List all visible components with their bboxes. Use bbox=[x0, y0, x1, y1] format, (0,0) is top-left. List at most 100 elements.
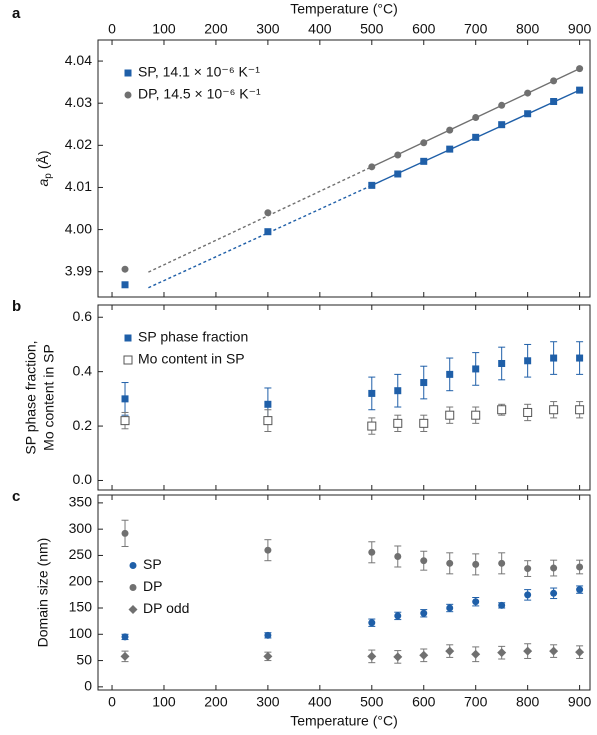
marker bbox=[121, 529, 129, 537]
marker bbox=[524, 89, 532, 97]
marker bbox=[524, 357, 532, 365]
marker bbox=[394, 151, 402, 159]
legend-label: DP bbox=[143, 578, 162, 594]
x-tick-label: 600 bbox=[412, 21, 436, 37]
y-tick-label: 4.02 bbox=[65, 136, 92, 152]
marker bbox=[445, 410, 455, 420]
marker bbox=[575, 405, 585, 415]
marker bbox=[264, 546, 272, 554]
marker bbox=[420, 609, 428, 617]
y-tick-label: 100 bbox=[69, 625, 93, 641]
marker bbox=[368, 163, 376, 171]
marker bbox=[445, 646, 455, 656]
marker bbox=[394, 612, 402, 620]
marker bbox=[120, 651, 130, 661]
legend-label: SP bbox=[143, 556, 162, 572]
marker bbox=[576, 354, 584, 362]
marker bbox=[471, 410, 481, 420]
marker bbox=[523, 407, 533, 417]
marker bbox=[524, 591, 532, 599]
marker bbox=[576, 86, 584, 94]
marker bbox=[576, 586, 584, 594]
marker bbox=[550, 77, 558, 85]
x-tick-label: 900 bbox=[568, 694, 592, 710]
marker bbox=[420, 139, 428, 147]
y-tick-label: 0.0 bbox=[73, 471, 93, 487]
x-tick-label: 500 bbox=[360, 694, 384, 710]
x-tick-label: 400 bbox=[308, 694, 332, 710]
marker bbox=[420, 379, 428, 387]
marker bbox=[472, 133, 480, 141]
marker bbox=[368, 389, 376, 397]
marker bbox=[394, 387, 402, 395]
x-tick-label: 600 bbox=[412, 694, 436, 710]
x-axis-label: Temperature (°C) bbox=[290, 713, 398, 729]
x-tick-label: 700 bbox=[464, 694, 488, 710]
y-tick-label: 200 bbox=[69, 572, 93, 588]
legend-label: SP, 14.1 × 10⁻⁶ K⁻¹ bbox=[138, 64, 260, 80]
y-label-unit: (Å) bbox=[35, 150, 51, 169]
x-tick-label: 200 bbox=[204, 694, 228, 710]
y-label-subscript: p bbox=[43, 173, 54, 179]
x-axis-label: Temperature (°C) bbox=[290, 1, 398, 17]
marker bbox=[550, 589, 558, 597]
plot-frame bbox=[97, 39, 591, 298]
marker bbox=[121, 281, 129, 289]
marker bbox=[263, 416, 273, 426]
x-tick-label: 0 bbox=[108, 694, 116, 710]
legend-label: DP, 14.5 × 10⁻⁶ K⁻¹ bbox=[138, 86, 261, 102]
marker bbox=[446, 604, 454, 612]
legend-marker bbox=[128, 605, 138, 614]
y-tick-label: 4.01 bbox=[65, 178, 92, 194]
marker bbox=[524, 565, 532, 573]
x-tick-label: 300 bbox=[256, 21, 280, 37]
marker bbox=[367, 421, 377, 431]
marker bbox=[264, 228, 272, 236]
marker bbox=[549, 405, 559, 415]
y-label-symbol: a bbox=[35, 179, 51, 187]
x-tick-label: 300 bbox=[256, 694, 280, 710]
x-tick-label: 500 bbox=[360, 21, 384, 37]
marker bbox=[550, 354, 558, 362]
plot-frame bbox=[97, 494, 591, 691]
marker bbox=[446, 126, 454, 134]
marker bbox=[419, 418, 429, 428]
marker bbox=[368, 619, 376, 627]
legend-label: Mo content in SP bbox=[138, 351, 245, 367]
panel-letter: c bbox=[12, 488, 20, 505]
x-tick-label: 800 bbox=[516, 694, 540, 710]
marker bbox=[472, 114, 480, 122]
marker bbox=[446, 559, 454, 567]
y-tick-label: 4.03 bbox=[65, 94, 92, 110]
marker bbox=[498, 121, 506, 129]
y-axis-label: SP phase fraction, bbox=[23, 340, 39, 454]
marker bbox=[550, 564, 558, 572]
marker bbox=[497, 648, 507, 658]
panel-letter: b bbox=[12, 298, 21, 315]
x-tick-label: 700 bbox=[464, 21, 488, 37]
marker bbox=[498, 601, 506, 609]
y-tick-label: 0.4 bbox=[73, 362, 93, 378]
marker bbox=[523, 646, 533, 656]
marker bbox=[575, 647, 585, 657]
marker bbox=[498, 359, 506, 367]
marker bbox=[550, 98, 558, 106]
y-tick-label: 250 bbox=[69, 546, 93, 562]
y-tick-label: 0 bbox=[84, 678, 92, 694]
marker bbox=[264, 400, 272, 408]
marker bbox=[498, 559, 506, 567]
marker bbox=[264, 631, 272, 639]
legend-marker bbox=[124, 91, 132, 99]
marker bbox=[576, 563, 584, 571]
y-tick-label: 3.99 bbox=[65, 262, 92, 278]
marker bbox=[120, 416, 130, 426]
marker bbox=[368, 548, 376, 556]
legend-label: DP odd bbox=[143, 600, 189, 616]
marker bbox=[121, 265, 129, 273]
marker bbox=[420, 557, 428, 565]
y-tick-label: 4.04 bbox=[65, 52, 92, 68]
y-axis-label: ap (Å) bbox=[35, 150, 54, 186]
legend-label: SP phase fraction bbox=[138, 329, 248, 345]
y-axis-label: Mo content in SP bbox=[41, 344, 57, 451]
